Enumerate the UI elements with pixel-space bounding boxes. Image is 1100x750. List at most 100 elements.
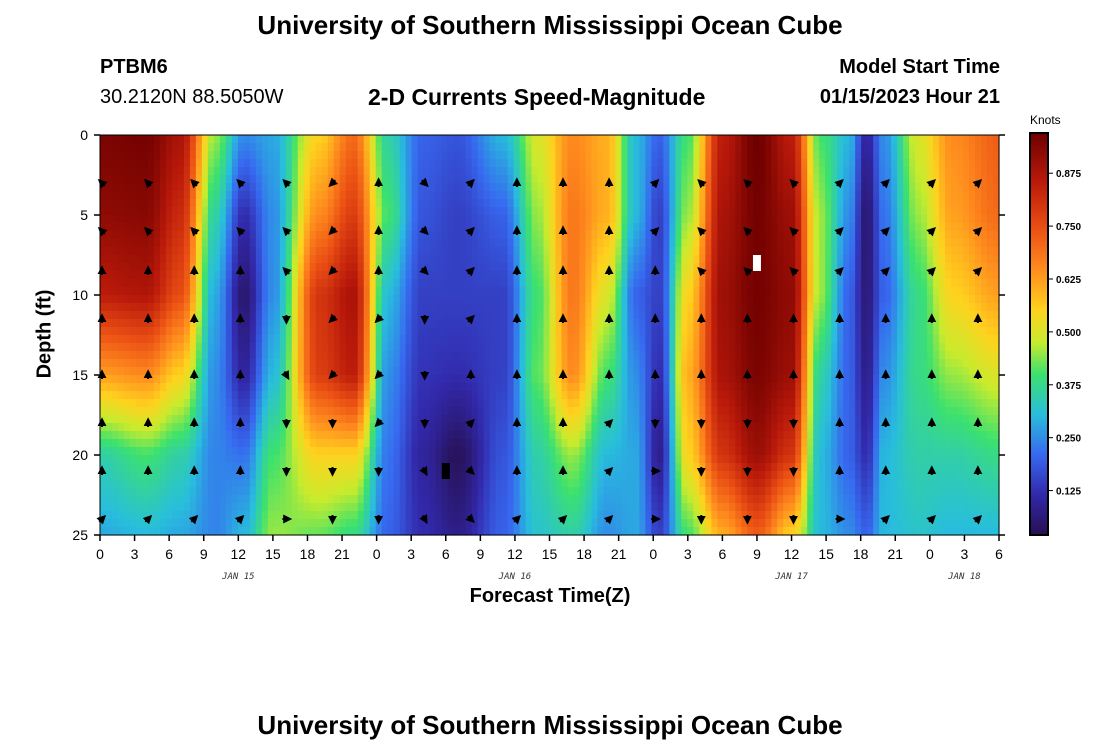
heatmap-cell — [669, 279, 676, 288]
heatmap-cell — [951, 327, 958, 336]
heatmap-cell — [717, 335, 724, 344]
heatmap-cell — [274, 159, 281, 168]
heatmap-cell — [508, 295, 515, 304]
heatmap-cell — [555, 223, 562, 232]
heatmap-cell — [777, 295, 784, 304]
heatmap-cell — [951, 383, 958, 392]
heatmap-cell — [130, 327, 137, 336]
heatmap-cell — [388, 239, 395, 248]
heatmap-cell — [508, 351, 515, 360]
heatmap-cell — [747, 247, 754, 256]
heatmap-cell — [298, 263, 305, 272]
heatmap-cell — [987, 215, 994, 224]
heatmap-cell — [765, 295, 772, 304]
heatmap-cell — [418, 183, 425, 192]
heatmap-cell — [939, 151, 946, 160]
heatmap-cell — [567, 231, 574, 240]
heatmap-cell — [256, 303, 263, 312]
heatmap-cell — [448, 215, 455, 224]
heatmap-cell — [645, 231, 652, 240]
heatmap-cell — [639, 391, 646, 400]
heatmap-cell — [184, 223, 191, 232]
heatmap-cell — [699, 327, 706, 336]
heatmap-cell — [693, 207, 700, 216]
heatmap-cell — [166, 207, 173, 216]
heatmap-cell — [813, 391, 820, 400]
heatmap-cell — [274, 311, 281, 320]
heatmap-cell — [532, 391, 539, 400]
heatmap-cell — [178, 327, 185, 336]
heatmap-cell — [717, 215, 724, 224]
heatmap-cell — [741, 143, 748, 152]
heatmap-cell — [496, 287, 503, 296]
heatmap-cell — [927, 335, 934, 344]
heatmap-cell — [292, 135, 299, 144]
heatmap-cell — [322, 303, 329, 312]
heatmap-cell — [633, 391, 640, 400]
heatmap-cell — [292, 295, 299, 304]
heatmap-cell — [226, 255, 233, 264]
heatmap-cell — [130, 255, 137, 264]
heatmap-cell — [915, 167, 922, 176]
heatmap-cell — [801, 135, 808, 144]
heatmap-cell — [220, 327, 227, 336]
heatmap-cell — [567, 351, 574, 360]
heatmap-cell — [424, 295, 431, 304]
heatmap-cell — [316, 279, 323, 288]
heatmap-cell — [370, 279, 377, 288]
heatmap-cell — [316, 295, 323, 304]
heatmap-cell — [663, 335, 670, 344]
heatmap-cell — [981, 287, 988, 296]
heatmap-cell — [436, 151, 443, 160]
heatmap-cell — [645, 383, 652, 392]
heatmap-cell — [226, 343, 233, 352]
heatmap-cell — [729, 135, 736, 144]
heatmap-cell — [412, 351, 419, 360]
heatmap-cell — [262, 295, 269, 304]
heatmap-cell — [753, 191, 760, 200]
heatmap-cell — [382, 327, 389, 336]
heatmap-cell — [579, 247, 586, 256]
heatmap-cell — [903, 247, 910, 256]
heatmap-cell — [987, 167, 994, 176]
heatmap-cell — [915, 279, 922, 288]
heatmap-cell — [454, 335, 461, 344]
heatmap-cell — [148, 135, 155, 144]
heatmap-cell — [112, 383, 119, 392]
heatmap-cell — [142, 231, 149, 240]
heatmap-cell — [963, 279, 970, 288]
heatmap-cell — [897, 327, 904, 336]
heatmap-cell — [316, 335, 323, 344]
heatmap-cell — [496, 199, 503, 208]
heatmap-cell — [160, 159, 167, 168]
heatmap-cell — [639, 255, 646, 264]
heatmap-cell — [166, 183, 173, 192]
heatmap-cell — [831, 303, 838, 312]
heatmap-cell — [472, 367, 479, 376]
heatmap-cell — [220, 239, 227, 248]
heatmap-cell — [508, 167, 515, 176]
heatmap-cell — [436, 231, 443, 240]
heatmap-cell — [963, 335, 970, 344]
heatmap-cell — [843, 279, 850, 288]
heatmap-cell — [879, 135, 886, 144]
heatmap-cell — [921, 295, 928, 304]
heatmap-cell — [663, 279, 670, 288]
heatmap-cell — [783, 287, 790, 296]
heatmap-cell — [879, 287, 886, 296]
heatmap-cell — [897, 223, 904, 232]
heatmap-cell — [645, 247, 652, 256]
heatmap-cell — [903, 383, 910, 392]
heatmap-cell — [274, 343, 281, 352]
heatmap-cell — [615, 343, 622, 352]
heatmap-cell — [460, 255, 467, 264]
heatmap-cell — [322, 287, 329, 296]
heatmap-cell — [154, 231, 161, 240]
heatmap-cell — [825, 207, 832, 216]
heatmap-cell — [753, 175, 760, 184]
heatmap-cell — [753, 351, 760, 360]
heatmap-cell — [711, 263, 718, 272]
heatmap-cell — [286, 207, 293, 216]
heatmap-cell — [394, 175, 401, 184]
heatmap-cell — [891, 167, 898, 176]
